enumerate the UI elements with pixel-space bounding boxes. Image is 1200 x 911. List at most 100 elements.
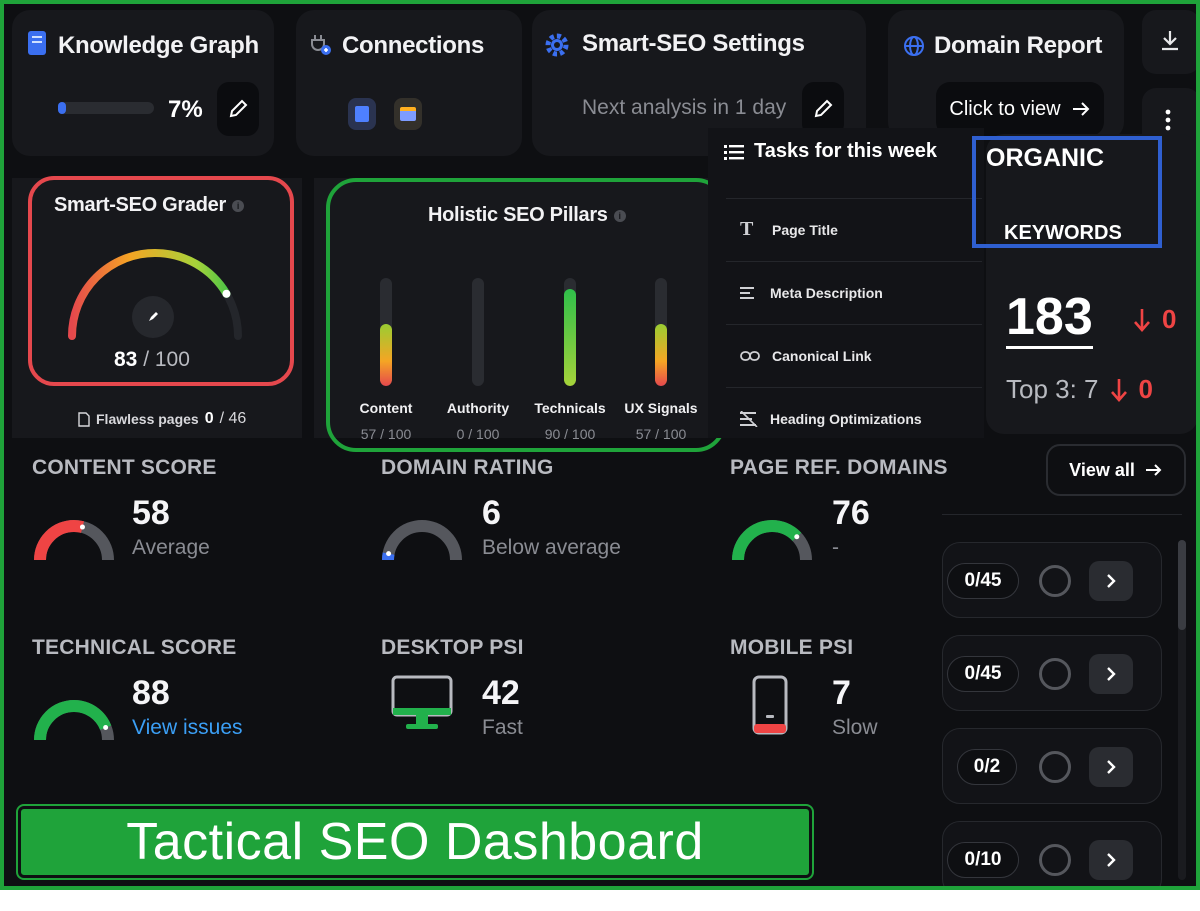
gauge-marker	[794, 534, 800, 540]
book-icon	[28, 31, 46, 55]
list-icon	[724, 144, 744, 160]
list-item[interactable]: 0/45	[942, 635, 1162, 711]
pillar-track	[380, 278, 392, 386]
next-analysis-text: Next analysis in 1 day	[582, 96, 787, 119]
open-task-button[interactable]	[1089, 747, 1133, 787]
open-task-button[interactable]	[1089, 840, 1133, 880]
pillar-track	[655, 278, 667, 386]
list-item[interactable]: 0/2	[942, 728, 1162, 804]
dashboard-banner: Tactical SEO Dashboard	[18, 806, 812, 878]
open-task-button[interactable]	[1089, 561, 1133, 601]
task-label: Meta Description	[770, 284, 883, 301]
page-ref-domains-label: PAGE REF. DOMAINS	[730, 456, 948, 479]
list-item[interactable]: 0/45	[942, 542, 1162, 618]
info-icon[interactable]: i	[613, 209, 626, 222]
gauge-marker	[103, 724, 109, 730]
click-to-view-button[interactable]: Click to view	[936, 82, 1104, 136]
task-meta-description[interactable]: Meta Description	[726, 261, 982, 323]
knowledge-graph-card[interactable]: Knowledge Graph 7%	[12, 10, 274, 156]
content-score-gauge	[34, 520, 114, 561]
grader-highlight-box	[28, 176, 294, 386]
info-icon[interactable]: i	[231, 199, 244, 212]
flawless-pages: Flawless pages 0 / 46	[78, 410, 246, 428]
knowledge-graph-progress-text: 7%	[168, 96, 203, 123]
arrow-right-icon	[1145, 464, 1162, 476]
knowledge-graph-progress-fill	[58, 102, 66, 114]
open-task-button[interactable]	[1089, 654, 1133, 694]
flawless-total: / 46	[219, 410, 247, 427]
chevron-right-icon	[1107, 853, 1116, 867]
complete-toggle[interactable]	[1039, 751, 1071, 783]
arrow-down-icon	[1110, 378, 1127, 402]
task-progress-ratio: 0/10	[947, 842, 1019, 878]
mobile-psi-value: 7	[832, 674, 851, 712]
pillar-fill	[380, 324, 392, 386]
gauge-marker	[79, 524, 85, 530]
organic-top3-change: 0	[1138, 374, 1153, 404]
google-search-console-icon[interactable]	[348, 98, 376, 130]
domain-rating-value: 6	[482, 494, 501, 532]
flawless-value: 0	[204, 410, 214, 427]
task-heading-optimizations[interactable]: Heading Optimizations	[726, 387, 982, 449]
scrollbar-track[interactable]	[1178, 540, 1186, 880]
mobile-psi-label: MOBILE PSI	[730, 636, 854, 659]
text-t-icon: T	[740, 218, 754, 240]
grader-arc	[68, 249, 242, 340]
complete-toggle[interactable]	[1039, 844, 1071, 876]
page-ref-domains-sub: -	[832, 536, 839, 559]
click-to-view-label: Click to view	[949, 97, 1061, 120]
scrollbar-thumb[interactable]	[1178, 540, 1186, 630]
task-canonical-link[interactable]: Canonical Link	[726, 324, 982, 386]
content-score-sub: Average	[132, 536, 210, 559]
smart-seo-settings-title: Smart-SEO Settings	[582, 30, 805, 57]
complete-toggle[interactable]	[1039, 658, 1071, 690]
pillar-value: 90 / 100	[544, 426, 596, 442]
edit-knowledge-button[interactable]	[217, 82, 259, 136]
organic-highlight-box	[972, 136, 1162, 248]
strikethrough-icon	[740, 410, 758, 427]
page-ref-domains-value: 76	[832, 494, 870, 532]
edit-settings-button[interactable]	[802, 82, 844, 136]
pencil-icon	[814, 99, 833, 118]
grader-title-text: Smart-SEO Grader	[54, 194, 226, 216]
pillar-label: UX Signals	[624, 400, 698, 416]
organic-top3-label: Top 3: 7	[1006, 374, 1099, 404]
technical-score-label: TECHNICAL SCORE	[32, 636, 237, 659]
desktop-psi-sub: Fast	[482, 716, 523, 739]
view-all-button[interactable]: View all	[1046, 444, 1186, 496]
pillar-label: Technicals	[534, 400, 606, 416]
lines-icon	[740, 286, 754, 299]
list-divider	[942, 514, 1182, 515]
organic-title-line2: KEYWORDS	[1004, 222, 1122, 244]
view-issues-link[interactable]: View issues	[132, 716, 243, 739]
gauge-fill	[732, 520, 812, 561]
mobile-psi-sub: Slow	[832, 716, 878, 739]
complete-toggle[interactable]	[1039, 565, 1071, 597]
desktop-psi-value: 42	[482, 674, 520, 712]
grader-score-max: / 100	[143, 348, 190, 371]
organic-top3: Top 3: 7 0	[1006, 374, 1153, 405]
grader-score-value: 83	[114, 348, 138, 371]
tasks-panel	[708, 128, 984, 438]
domain-report-card[interactable]: Domain Report Click to view	[888, 10, 1124, 140]
organic-change-value: 0	[1162, 304, 1177, 334]
organic-value: 183	[1006, 288, 1093, 349]
pillar-value: 57 / 100	[360, 426, 412, 442]
arrow-right-icon	[1072, 102, 1089, 116]
rocket-icon	[149, 312, 158, 321]
dashboard-frame: Knowledge Graph 7% Connections Smart-SEO…	[0, 0, 1200, 890]
pillar-track	[564, 278, 576, 386]
connections-card[interactable]: Connections	[296, 10, 522, 156]
organic-title-line1: ORGANIC	[986, 144, 1105, 172]
download-button[interactable]	[1142, 10, 1196, 74]
google-business-icon[interactable]	[394, 98, 422, 130]
page-ref-domains-gauge	[732, 520, 812, 561]
pillar-fill	[655, 324, 667, 386]
task-label: Heading Optimizations	[770, 410, 922, 427]
domain-report-title: Domain Report	[934, 32, 1103, 59]
view-all-label: View all	[1069, 459, 1135, 480]
list-item[interactable]: 0/10	[942, 821, 1162, 886]
tasks-title: Tasks for this week	[724, 140, 937, 163]
task-page-title[interactable]: T Page Title	[726, 198, 982, 260]
pencil-icon	[229, 99, 248, 118]
